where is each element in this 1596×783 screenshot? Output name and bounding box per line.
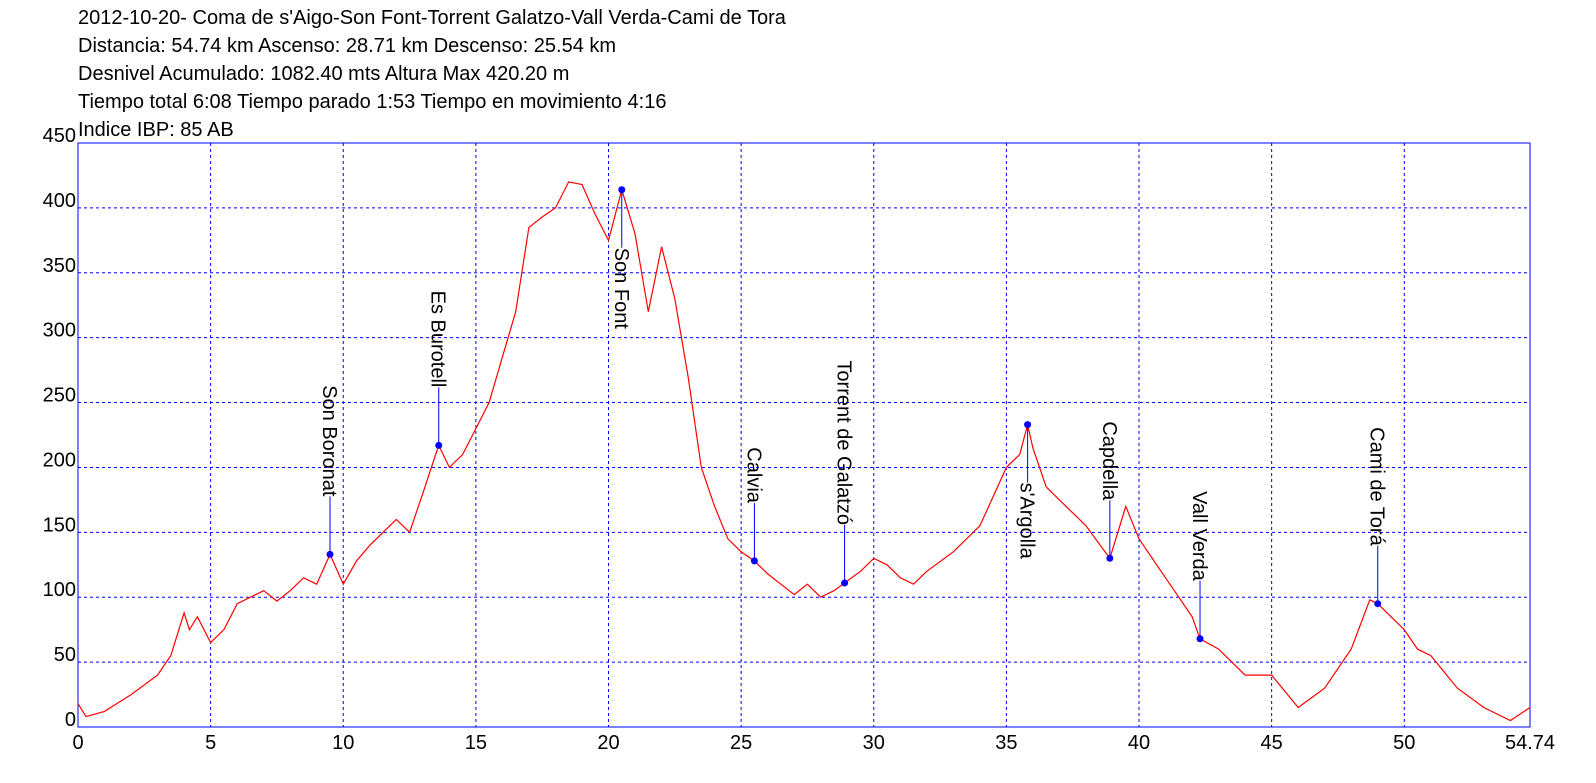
waypoint — [1106, 554, 1114, 562]
y-tick-label: 350 — [43, 255, 76, 277]
waypoint-label: Cami de Torá — [1366, 427, 1388, 546]
y-tick-label: 400 — [43, 190, 76, 212]
x-tick-label: 54.74 — [1505, 732, 1555, 754]
waypoint-label: Vall Verda — [1188, 491, 1210, 582]
y-tick-label: 50 — [54, 644, 76, 666]
y-tick-label: 150 — [43, 514, 76, 536]
subtitle: Tiempo total 6:08 Tiempo parado 1:53 Tie… — [78, 91, 667, 113]
y-tick-label: 200 — [43, 449, 76, 471]
waypoint-label: Son Font — [610, 248, 632, 330]
elevation-line — [77, 181, 1531, 722]
x-tick-label: 20 — [597, 732, 619, 754]
waypoint-label: s'Argolla — [1016, 483, 1038, 560]
chart-title: 2012-10-20- Coma de s'Aigo-Son Font-Torr… — [78, 7, 787, 29]
waypoint-label: Calvia — [742, 447, 764, 503]
plot-frame — [77, 142, 1531, 728]
subtitle: Indice IBP: 85 AB — [78, 119, 234, 141]
waypoint — [1374, 600, 1382, 608]
y-tick-label: 450 — [43, 125, 76, 147]
waypoint — [1024, 421, 1032, 429]
waypoint — [326, 550, 334, 558]
y-tick-label: 100 — [43, 579, 76, 601]
waypoint — [750, 557, 758, 565]
x-tick-label: 40 — [1128, 732, 1150, 754]
subtitle: Desnivel Acumulado: 1082.40 mts Altura M… — [78, 63, 569, 85]
waypoint-label: Son Boronat — [318, 385, 340, 497]
x-tick-label: 5 — [205, 732, 216, 754]
x-tick-label: 50 — [1393, 732, 1415, 754]
y-tick-label: 250 — [43, 385, 76, 407]
x-tick-label: 15 — [465, 732, 487, 754]
waypoint — [435, 441, 443, 449]
x-tick-label: 30 — [863, 732, 885, 754]
waypoint — [1196, 635, 1204, 643]
waypoint-label: Torrent de Galatzó — [833, 360, 855, 525]
x-tick-label: 0 — [72, 732, 83, 754]
y-tick-label: 0 — [65, 709, 76, 731]
subtitle: Distancia: 54.74 km Ascenso: 28.71 km De… — [78, 35, 616, 57]
waypoint — [618, 186, 626, 194]
y-tick-label: 300 — [43, 320, 76, 342]
x-tick-label: 45 — [1261, 732, 1283, 754]
x-tick-label: 25 — [730, 732, 752, 754]
x-tick-label: 10 — [332, 732, 354, 754]
waypoint-label: Es Burotell — [427, 291, 449, 388]
x-tick-label: 35 — [995, 732, 1017, 754]
waypoint-label: Capdella — [1098, 421, 1120, 501]
waypoint — [841, 579, 849, 587]
